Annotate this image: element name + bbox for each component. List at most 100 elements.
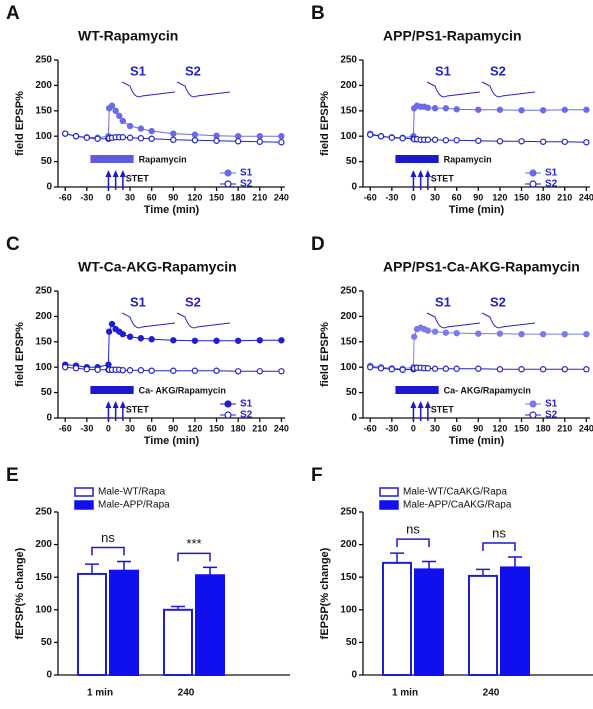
y-tick-label: 100 <box>35 362 52 373</box>
data-point <box>388 134 396 141</box>
inset-label: S2 <box>490 294 506 309</box>
data-point <box>234 132 242 140</box>
x-tick-label: 1 min <box>87 688 113 699</box>
y-tick-label: 0 <box>46 182 52 193</box>
x-tick-label: 0 <box>411 192 416 202</box>
x-tick-label: 180 <box>536 423 551 433</box>
data-point <box>539 107 547 114</box>
legend-swatch <box>74 500 94 510</box>
legend-label: S1 <box>545 168 558 179</box>
y-tick-label: 200 <box>35 539 52 550</box>
x-tick-label: 180 <box>536 192 551 202</box>
treatment-bar <box>395 155 439 163</box>
data-point <box>72 132 80 140</box>
data-point <box>496 138 504 145</box>
data-point <box>170 337 177 344</box>
data-point <box>126 333 134 340</box>
error-bar <box>422 560 436 570</box>
stim-arrowhead <box>112 170 119 177</box>
stim-label: STET <box>431 404 455 414</box>
y-tick-label: 200 <box>35 80 52 91</box>
data-point <box>83 366 91 373</box>
data-point <box>518 330 525 338</box>
data-point <box>377 132 385 140</box>
legend-label: S1 <box>240 168 253 179</box>
y-tick-label: 200 <box>35 311 52 322</box>
x-axis-label: Time (min) <box>144 435 200 447</box>
panel-letter: C <box>6 234 20 255</box>
data-point <box>213 337 220 344</box>
data-point <box>256 132 263 140</box>
legend-label: S2 <box>545 410 558 421</box>
data-point <box>119 330 127 338</box>
y-tick-label: 250 <box>35 55 52 66</box>
bar <box>163 608 193 676</box>
bar <box>109 569 139 676</box>
data-point <box>256 368 263 375</box>
y-tick-label: 50 <box>346 637 358 648</box>
data-point <box>424 104 432 111</box>
stim-arrowhead <box>410 401 417 408</box>
x-tick-label: 240 <box>483 688 500 699</box>
legend-label: S2 <box>545 179 558 190</box>
y-tick-label: 100 <box>340 131 357 142</box>
inset-trace <box>176 312 231 329</box>
x-tick-label: 90 <box>473 192 483 202</box>
data-point <box>83 134 91 141</box>
bar <box>468 574 498 676</box>
data-point <box>518 107 525 114</box>
data-point <box>539 138 547 145</box>
y-axis-label: field EPSP% <box>319 91 331 156</box>
data-point <box>191 337 199 344</box>
legend-label: S1 <box>240 399 253 410</box>
data-point <box>410 333 418 340</box>
x-tick-label: 30 <box>430 423 440 433</box>
chart-title: APP/PS1-Rapamycin <box>383 28 522 44</box>
y-axis-label: fEPSP(% change) <box>319 547 331 639</box>
data-point <box>518 138 525 145</box>
data-point <box>234 368 242 375</box>
data-point <box>116 112 123 120</box>
data-point <box>431 136 439 143</box>
legend-label: Male-APP/CaAKG/Rapa <box>403 500 512 511</box>
stim-arrowhead <box>417 170 424 177</box>
x-tick-label: 0 <box>411 423 416 433</box>
legend-marker <box>224 180 232 188</box>
stim-arrowhead <box>119 401 126 408</box>
x-tick-label: 90 <box>473 423 483 433</box>
data-point <box>561 138 568 145</box>
data-point <box>234 138 242 145</box>
data-point <box>126 134 134 141</box>
data-point <box>399 366 406 373</box>
error-bar <box>203 566 217 576</box>
data-point <box>112 107 119 115</box>
data-point <box>148 127 155 135</box>
data-point <box>583 366 590 373</box>
error-bar <box>390 552 404 563</box>
data-point <box>583 139 590 146</box>
x-tick-label: -30 <box>80 423 93 433</box>
y-tick-label: 250 <box>35 286 52 297</box>
x-tick-label: -30 <box>385 192 398 202</box>
x-tick-label: 0 <box>106 423 111 433</box>
x-tick-label: 30 <box>125 192 135 202</box>
y-tick-label: 0 <box>351 413 357 424</box>
x-tick-label: 1 min <box>392 688 418 699</box>
treatment-label: Rapamycin <box>444 154 492 164</box>
panel-letter: A <box>6 3 20 24</box>
x-tick-label: -60 <box>364 423 377 433</box>
x-tick-label: 150 <box>514 423 529 433</box>
data-point <box>496 106 504 113</box>
data-point <box>431 105 439 112</box>
data-point <box>377 365 385 372</box>
data-point <box>367 131 374 138</box>
data-point <box>108 102 116 109</box>
stim-arrowhead <box>119 170 126 177</box>
stim-arrowhead <box>424 170 431 177</box>
error-bar <box>117 560 131 571</box>
x-tick-label: 240 <box>274 423 289 433</box>
x-tick-label: 180 <box>231 423 246 433</box>
stim-arrowhead <box>112 401 119 408</box>
legend-marker <box>529 169 537 177</box>
data-point <box>191 137 199 144</box>
